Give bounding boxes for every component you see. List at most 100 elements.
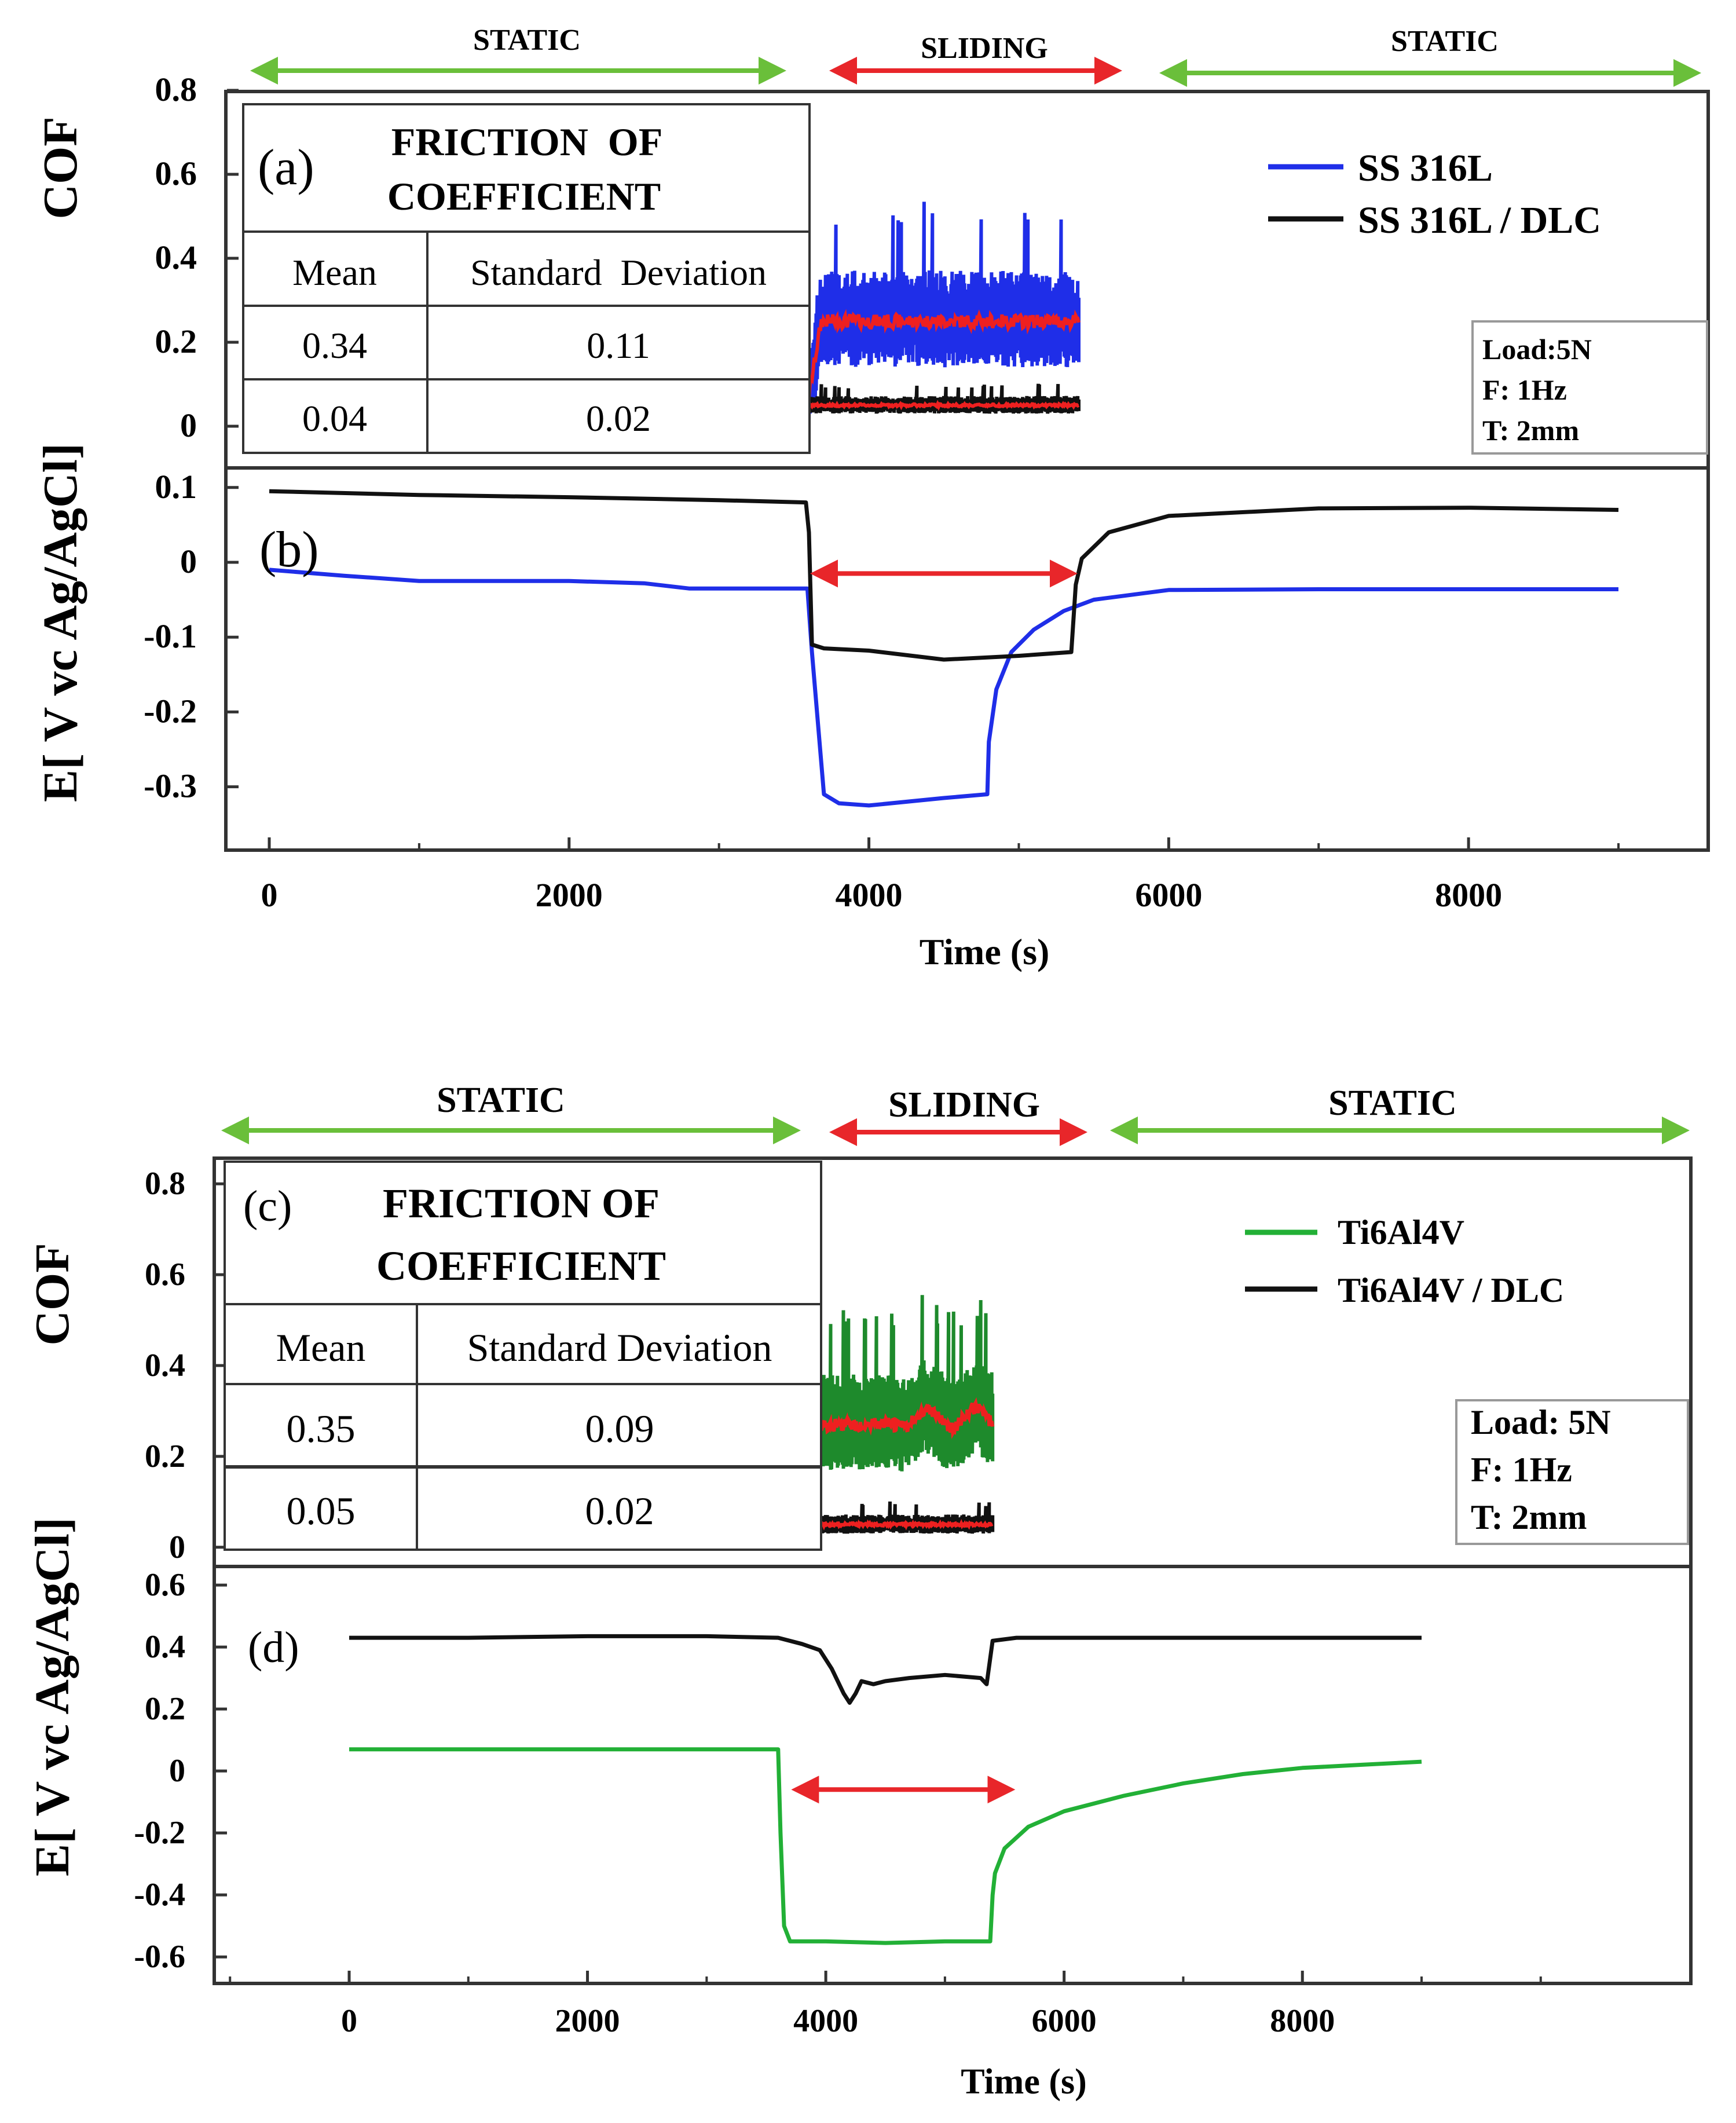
sliding-label: SLIDING — [921, 32, 1048, 65]
table-cell: 0.11 — [587, 325, 650, 366]
x-ticks: 0 2000 4000 6000 8000 — [229, 1971, 1542, 2039]
static-left-label: STATIC — [437, 1081, 565, 1120]
table-header-mean: Mean — [276, 1326, 366, 1370]
cof-axis-title: COF — [25, 1243, 79, 1345]
x-axis-title: Time (s) — [920, 931, 1050, 972]
cof-mean-line — [807, 400, 1080, 411]
legend: SS 316L SS 316L / DLC — [1268, 147, 1601, 241]
x-tick-label: 0 — [261, 876, 278, 914]
y-tick-label: -0.4 — [134, 1877, 185, 1913]
potential-series-line — [269, 568, 1618, 808]
table-cell: 0.02 — [586, 398, 651, 439]
x-tick-label: 2000 — [555, 2003, 620, 2039]
y-tick-label: 0 — [180, 407, 197, 444]
y-tick-label: 0.6 — [145, 1257, 185, 1293]
potential-axis-title: E[ V vc Ag/AgCl] — [25, 1517, 79, 1876]
static-right-label: STATIC — [1328, 1084, 1457, 1123]
static-left-label: STATIC — [473, 24, 581, 57]
panel-label-c: (c) — [243, 1182, 292, 1231]
table-title-line2: COEFFICIENT — [376, 1243, 666, 1289]
y-tick-label: 0.1 — [155, 468, 197, 506]
cof-y-ticks: 0 0.2 0.4 0.6 0.8 — [155, 71, 239, 444]
table-cell: 0.05 — [287, 1489, 356, 1533]
potential-frame — [224, 466, 1710, 852]
condition-load: Load: 5N — [1471, 1403, 1611, 1441]
table-title-line1: FRICTION OF — [391, 120, 662, 164]
legend-label: SS 316L / DLC — [1358, 199, 1601, 241]
cof-mean-line — [807, 309, 1081, 399]
potential-series-line — [269, 489, 1619, 662]
y-tick-label: -0.3 — [144, 767, 197, 805]
table-cell: 0.34 — [302, 325, 367, 366]
x-tick-label: 0 — [341, 2003, 357, 2039]
panel-label-b: (b) — [259, 522, 319, 578]
y-tick-label: 0 — [169, 1529, 185, 1565]
condition-track: T: 2mm — [1471, 1498, 1587, 1536]
table-title-line2: COEFFICIENT — [387, 174, 661, 218]
table-header-mean: Mean — [292, 252, 377, 293]
cof-table: (c) FRICTION OF COEFFICIENT Mean Standar… — [224, 1161, 822, 1551]
potential-axis-title: E[ V vc Ag/AgCl] — [34, 443, 87, 802]
y-tick-label: -0.6 — [134, 1939, 185, 1975]
condition-frequency: F: 1Hz — [1471, 1451, 1572, 1489]
cof-y-ticks: 0 0.2 0.4 0.6 0.8 — [145, 1166, 227, 1565]
top-figure: STATIC SLIDING STATIC COF E[ V vc Ag/AgC… — [34, 24, 1710, 972]
x-tick-label: 2000 — [536, 876, 603, 914]
y-tick-label: 0.4 — [145, 1629, 185, 1665]
potential-series — [349, 1634, 1422, 1945]
cof-axis-title: COF — [34, 116, 87, 219]
potential-y-ticks: 0.1 0 -0.1 -0.2 -0.3 — [144, 468, 239, 805]
y-tick-label: 0.4 — [155, 239, 197, 276]
panel-label-d: (d) — [248, 1623, 299, 1672]
condition-track: T: 2mm — [1482, 414, 1579, 446]
y-tick-label: -0.2 — [144, 692, 197, 730]
table-title-line1: FRICTION OF — [383, 1180, 660, 1227]
potential-y-ticks: 0.6 0.4 0.2 0 -0.2 -0.4 -0.6 — [134, 1567, 227, 1975]
bottom-figure: STATIC SLIDING STATIC COF E[ V vc Ag/AgC… — [25, 1081, 1693, 2102]
x-tick-label: 8000 — [1270, 2003, 1335, 2039]
y-tick-label: -0.2 — [134, 1815, 185, 1851]
table-cell: 0.04 — [302, 398, 367, 439]
y-tick-label: 0.2 — [155, 323, 197, 360]
y-tick-label: 0.4 — [145, 1348, 185, 1383]
sliding-label: SLIDING — [888, 1085, 1040, 1125]
table-cell: 0.09 — [585, 1407, 654, 1451]
legend-label: SS 316L — [1358, 147, 1493, 189]
table-cell: 0.02 — [585, 1489, 654, 1533]
x-ticks: 0 2000 4000 6000 8000 — [261, 837, 1620, 914]
y-tick-label: 0.8 — [155, 71, 197, 108]
condition-load: Load:5N — [1482, 333, 1592, 365]
static-right-label: STATIC — [1391, 25, 1499, 58]
cof-series — [807, 202, 1081, 431]
potential-series-line — [349, 1634, 1422, 1705]
y-tick-label: 0.6 — [155, 155, 197, 192]
y-tick-label: -0.1 — [144, 617, 197, 655]
x-tick-label: 6000 — [1032, 2003, 1097, 2039]
table-header-sd: Standard Deviation — [467, 1326, 772, 1370]
legend-label: Ti6Al4V / DLC — [1338, 1271, 1564, 1309]
conditions-box: Load:5N F: 1Hz T: 2mm — [1471, 320, 1708, 455]
y-tick-label: 0.2 — [145, 1691, 185, 1727]
y-tick-label: 0.8 — [145, 1166, 185, 1202]
x-tick-label: 4000 — [793, 2003, 858, 2039]
condition-frequency: F: 1Hz — [1482, 374, 1567, 406]
y-tick-label: 0.2 — [145, 1438, 185, 1474]
table-cell: 0.35 — [287, 1407, 356, 1451]
legend-label: Ti6Al4V — [1338, 1213, 1464, 1251]
x-tick-label: 4000 — [836, 876, 903, 914]
y-tick-label: 0 — [169, 1753, 185, 1789]
table-header-sd: Standard Deviation — [470, 252, 767, 293]
x-tick-label: 6000 — [1135, 876, 1202, 914]
legend: Ti6Al4V Ti6Al4V / DLC — [1245, 1213, 1564, 1309]
x-tick-label: 8000 — [1435, 876, 1502, 914]
potential-frame — [213, 1565, 1693, 1985]
y-tick-label: 0.6 — [145, 1567, 185, 1603]
cof-table: (a) FRICTION OF COEFFICIENT Mean Standar… — [242, 103, 811, 454]
conditions-box: Load: 5N F: 1Hz T: 2mm — [1455, 1399, 1689, 1545]
panel-label-a: (a) — [258, 140, 314, 196]
cof-series-line — [807, 383, 1081, 414]
y-tick-label: 0 — [180, 543, 197, 580]
potential-series-line — [349, 1747, 1422, 1945]
x-axis-title: Time (s) — [961, 2062, 1087, 2102]
